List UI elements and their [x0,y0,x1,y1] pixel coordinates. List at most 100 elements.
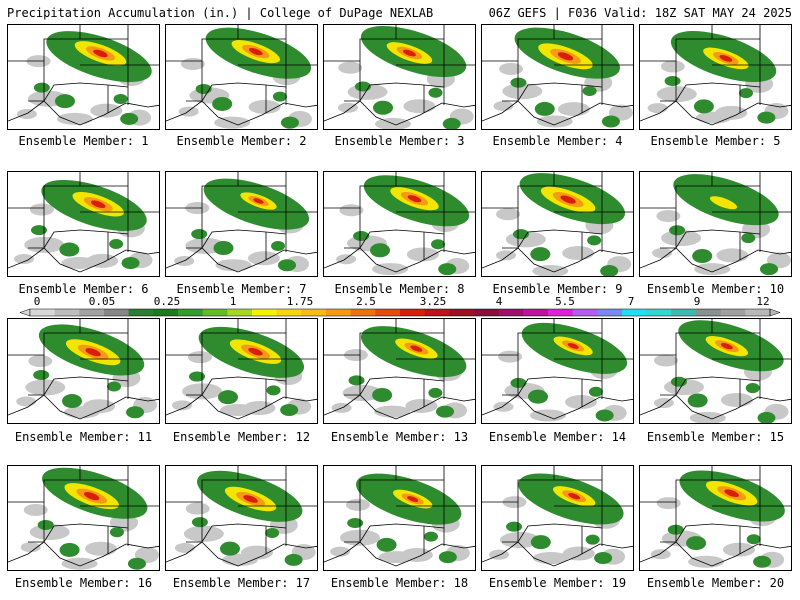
state-boundary [395,466,444,481]
colorbar-tick-label: 12 [756,296,769,308]
ensemble-member-label: Ensemble Member: 13 [330,430,469,444]
moderate-precip-area [530,247,551,262]
light-precip-area [405,398,438,413]
ensemble-member-label: Ensemble Member: 17 [172,576,311,590]
moderate-precip-area [739,88,754,99]
light-precip-area [172,400,193,411]
state-boundary [640,38,712,62]
state-boundary [482,100,519,122]
state-boundary [201,247,317,273]
moderate-precip-area [376,537,397,552]
state-boundary [675,247,791,273]
moderate-precip-area [59,542,80,557]
light-precip-area [25,379,66,396]
max-precip-core [407,496,419,502]
moderate-precip-area [587,235,602,246]
state-boundary [28,229,129,249]
moderate-precip-area [191,517,208,528]
moderate-precip-area [687,393,708,408]
state-boundary [186,82,287,102]
light-precip-area [185,502,210,515]
state-boundary [79,25,128,40]
ensemble-member-label: Ensemble Member: 20 [646,576,785,590]
light-precip-area [650,549,671,560]
light-precip-area [339,204,364,217]
colorbar-tick-label: 3.25 [420,296,447,308]
colorbar-swatch [178,309,204,316]
state-boundary [201,541,317,567]
state-boundary [482,394,519,416]
ensemble-member-map [323,465,476,571]
light-precip-area [656,86,697,103]
state-boundary [237,466,286,481]
max-precip-core [410,345,423,352]
max-precip-core [407,195,422,203]
ensemble-member-label: Ensemble Member: 2 [176,134,307,148]
moderate-precip-area [372,388,393,403]
state-boundary [502,523,603,543]
max-precip-core [568,493,581,500]
light-precip-area [378,551,415,564]
state-boundary [79,319,128,334]
light-precip-area [337,102,358,113]
ensemble-member-label: Ensemble Member: 12 [172,430,311,444]
ensemble-member-map [165,24,318,130]
ensemble-member-label: Ensemble Member: 6 [18,282,149,296]
light-precip-area [187,351,212,364]
light-precip-area [374,405,411,418]
moderate-precip-area [37,519,54,530]
colorbar-swatch [227,309,253,316]
moderate-precip-area [113,93,128,104]
state-boundary [237,319,286,334]
state-boundary [359,100,475,126]
state-boundary [8,185,80,209]
colorbar-swatch [54,309,80,316]
state-boundary [28,82,129,102]
ensemble-member-map [639,171,792,277]
light-precip-area [16,396,37,407]
moderate-precip-area [430,239,445,250]
state-boundary [324,100,361,122]
light-precip-area [61,557,98,570]
ensemble-member-map [323,171,476,277]
state-boundary [711,466,760,481]
state-boundary [166,394,203,416]
moderate-precip-area [692,248,713,263]
state-boundary [324,185,396,209]
moderate-precip-area [33,82,50,93]
light-precip-area [330,546,351,557]
state-boundary [166,100,203,122]
moderate-precip-area [107,381,122,392]
moderate-precip-area [506,521,523,532]
light-precip-area [564,395,597,410]
colorbar-tick-label: 0 [34,296,41,308]
moderate-precip-area [219,541,240,556]
state-boundary [166,185,238,209]
state-boundary [482,185,554,209]
state-boundary [482,247,519,269]
colorbar-swatch [671,309,697,316]
state-boundary [324,38,396,62]
precip-map [324,319,475,420]
moderate-precip-area [600,265,619,276]
colorbar-swatch [449,309,475,316]
moderate-precip-area [217,390,238,405]
moderate-precip-area [424,531,439,542]
precip-map [324,25,475,129]
colorbar-swatch [104,309,130,316]
max-precip-core [403,49,416,57]
colorbar-swatch [548,309,574,316]
light-precip-area [14,253,35,264]
moderate-precip-area [510,77,527,88]
light-precip-area [557,102,590,117]
ensemble-member-map [481,465,634,571]
colorbar-swatch [276,309,302,316]
state-boundary [640,332,712,356]
colorbar-swatch [696,309,722,316]
state-boundary [517,100,633,126]
precip-map [166,466,317,567]
state-boundary [553,319,602,334]
light-precip-area [722,542,755,557]
moderate-precip-area [370,243,391,258]
ensemble-member-label: Ensemble Member: 15 [646,430,785,444]
